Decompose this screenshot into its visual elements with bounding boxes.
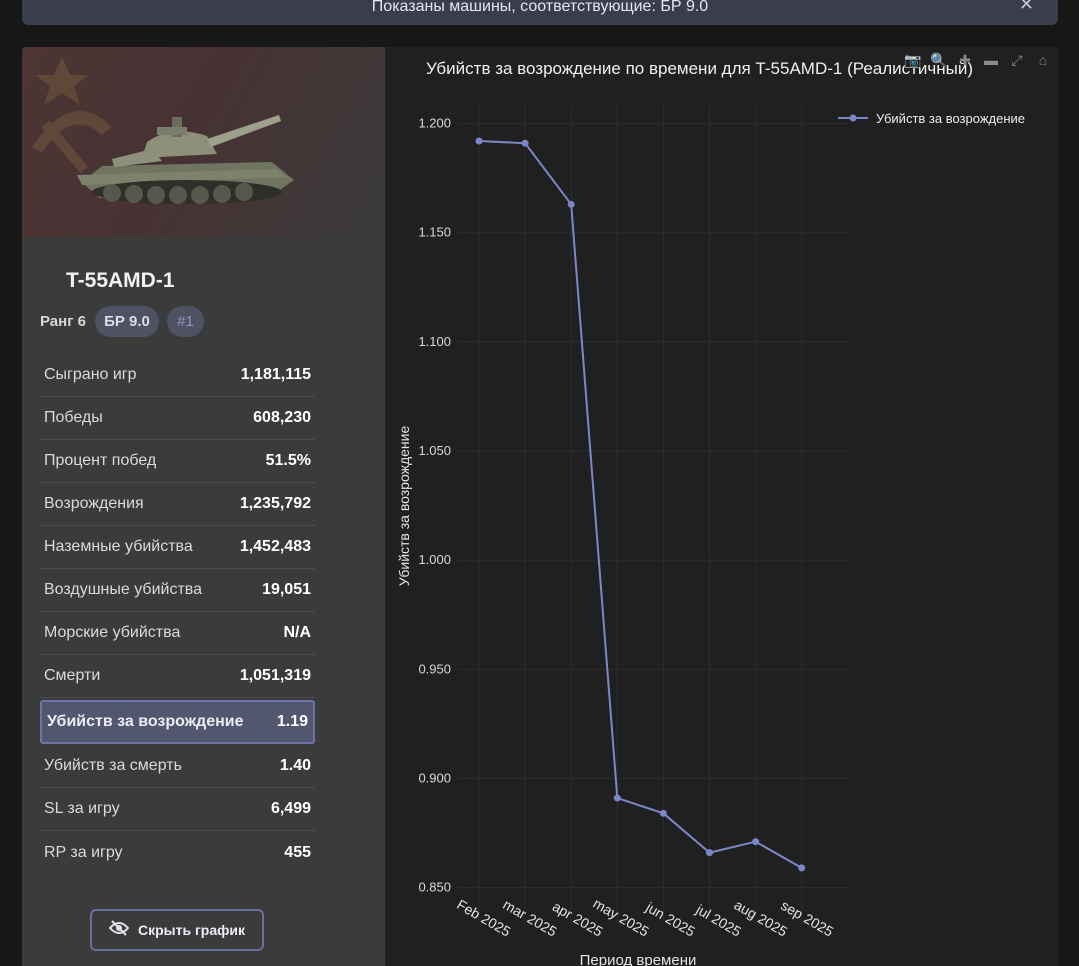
stat-value: 1.40	[279, 757, 311, 774]
data-point	[521, 139, 529, 147]
stats-list: Сыграно игр 1,181,115 Победы 608,230 Проце…	[40, 354, 315, 874]
vehicle-card: T-55AMD-1 Ранг 6 БР 9.0 #1 Сыграно игр 1,…	[22, 47, 385, 966]
data-point	[567, 200, 575, 208]
legend-label: Убийств за возрождение	[876, 111, 1025, 126]
stat-row-games: Сыграно игр 1,181,115	[40, 354, 315, 397]
stat-row-kd[interactable]: Убийств за смерть 1.40	[40, 745, 315, 788]
stat-row-kills-per-spawn[interactable]: Убийств за возрождение 1.19	[40, 700, 315, 744]
stat-label: Убийств за возрождение	[47, 713, 244, 730]
chart-title: Убийств за возрождение по времени для T-…	[426, 59, 974, 78]
stat-value: 1,051,319	[239, 667, 311, 684]
stat-value: 1,181,115	[240, 366, 311, 383]
hide-chart-label: Скрыть график	[137, 922, 245, 938]
x-tick-label: aug 2025	[732, 897, 791, 940]
y-tick-label: 1.150	[418, 225, 451, 240]
stat-row-spawns: Возрождения 1,235,792	[40, 483, 315, 526]
stat-label: Наземные убийства	[44, 538, 193, 555]
stat-label: Морские убийства	[44, 624, 181, 641]
stat-value: 51.5%	[265, 452, 311, 469]
stat-value: 1,235,792	[239, 495, 311, 512]
stat-row-rp-per-game[interactable]: RP за игру 455	[40, 831, 315, 874]
banner-text: Показаны машины, соответствующие: БР 9.0	[371, 0, 709, 15]
stat-label: Сыграно игр	[44, 366, 137, 383]
data-point	[798, 864, 806, 872]
close-icon[interactable]: ✕	[1018, 0, 1034, 14]
vehicle-panel: T-55AMD-1 Ранг 6 БР 9.0 #1 Сыграно игр 1,…	[22, 47, 1058, 966]
stat-value: 455	[284, 843, 311, 861]
vehicle-image	[22, 47, 385, 237]
stat-value: 608,230	[253, 409, 311, 426]
stat-row-wins: Победы 608,230	[40, 397, 315, 440]
legend-marker	[849, 114, 857, 122]
stat-value: N/A	[283, 624, 311, 641]
hide-chart-button[interactable]: Скрыть график	[90, 909, 264, 951]
x-axis-title: Период времени	[580, 952, 697, 966]
stat-row-sl-per-game[interactable]: SL за игру 6,499	[40, 788, 315, 831]
data-point	[659, 809, 667, 817]
y-tick-label: 0.950	[418, 661, 451, 676]
x-tick-label: mar 2025	[500, 896, 559, 940]
zoom-icon[interactable]: 🔍	[930, 52, 948, 68]
stat-label: Процент побед	[44, 452, 157, 469]
stat-row-deaths: Смерти 1,051,319	[40, 655, 315, 698]
data-point	[613, 794, 621, 802]
y-tick-label: 0.850	[418, 880, 451, 895]
data-point	[752, 838, 760, 846]
stat-value: 1.19	[276, 713, 308, 730]
tank-illustration	[77, 115, 294, 204]
stat-label: SL за игру	[44, 800, 120, 817]
y-tick-label: 1.050	[418, 443, 451, 458]
stat-row-winrate: Процент побед 51.5%	[40, 440, 315, 483]
filter-banner: Показаны машины, соответствующие: БР 9.0…	[22, 0, 1058, 25]
br-badge: БР 9.0	[95, 306, 159, 337]
eye-off-icon	[108, 919, 130, 941]
series-line	[478, 140, 803, 869]
y-tick-label: 1.100	[418, 334, 451, 349]
kills-per-spawn-chart: 1.200 1.150 1.100 1.050 1.000 0.950 0.900 0.850…	[396, 105, 1025, 966]
zoom-out-icon[interactable]: ▬	[984, 52, 998, 68]
chart-toolbar: 📷 🔍 ✚ ▬ ⤢ ⌂	[904, 51, 1052, 69]
stat-label: Воздушные убийства	[44, 581, 202, 598]
zoom-in-icon[interactable]: ✚	[959, 52, 971, 68]
stat-label: Победы	[44, 409, 103, 426]
stat-value: 19,051	[262, 581, 311, 598]
data-point	[475, 137, 483, 145]
home-icon[interactable]: ⌂	[1038, 52, 1048, 68]
y-tick-label: 1.200	[418, 116, 451, 131]
y-tick-label: 1.000	[418, 552, 451, 567]
vehicle-rank: Ранг 6	[40, 313, 86, 330]
y-axis-title: Убийств за возрождение	[396, 426, 412, 587]
y-tick-label: 0.900	[418, 770, 451, 785]
x-tick-label: jun 2025	[643, 898, 699, 939]
stat-label: RP за игру	[44, 843, 123, 861]
vehicle-name: T-55AMD-1	[66, 269, 175, 292]
stat-row-ground-kills: Наземные убийства 1,452,483	[40, 526, 315, 569]
x-tick-label: sep 2025	[778, 897, 836, 940]
autoscale-icon[interactable]: ⤢	[1011, 52, 1023, 68]
stat-label: Смерти	[44, 667, 101, 684]
stat-row-naval-kills: Морские убийства N/A	[40, 612, 315, 655]
data-point	[706, 849, 713, 857]
stat-row-air-kills: Воздушные убийства 19,051	[40, 569, 315, 612]
stat-value: 6,499	[270, 800, 311, 817]
position-badge: #1	[167, 306, 204, 337]
stat-value: 1,452,483	[239, 538, 311, 555]
stat-label: Убийств за смерть	[44, 757, 182, 774]
stat-label: Возрождения	[44, 495, 144, 512]
camera-icon[interactable]: 📷	[904, 52, 922, 68]
